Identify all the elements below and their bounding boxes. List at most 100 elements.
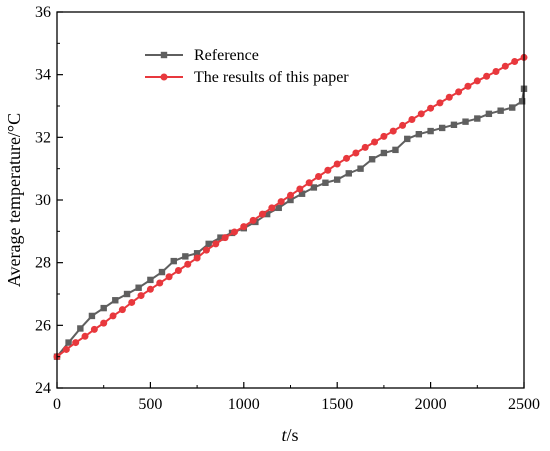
data-point: [109, 312, 117, 320]
x-tick-label: 500: [138, 396, 162, 413]
data-point: [118, 306, 126, 314]
y-tick-label: 24: [35, 380, 51, 397]
data-point: [333, 160, 341, 168]
data-point: [464, 82, 472, 90]
data-point: [296, 185, 304, 193]
x-tick-label: 0: [53, 396, 61, 413]
data-point: [72, 339, 80, 347]
data-point: [380, 132, 388, 140]
data-point: [202, 246, 210, 254]
data-point: [81, 332, 89, 340]
data-point: [156, 279, 164, 287]
data-point: [450, 121, 458, 128]
data-point: [497, 107, 504, 114]
data-point: [438, 124, 446, 132]
data-point: [485, 110, 493, 118]
data-point: [298, 190, 306, 197]
data-point: [436, 99, 444, 107]
data-point: [277, 198, 285, 206]
data-point: [88, 312, 96, 320]
data-point: [165, 273, 173, 281]
data-point: [240, 223, 248, 231]
series-this-paper: [53, 53, 528, 361]
data-point: [193, 254, 201, 262]
data-point: [322, 179, 329, 186]
data-point: [389, 127, 397, 135]
data-point: [518, 98, 526, 105]
y-tick-label: 36: [35, 4, 51, 21]
data-point: [230, 228, 238, 236]
y-tick-label: 28: [35, 255, 51, 272]
data-point: [310, 184, 318, 191]
data-point: [455, 88, 463, 96]
data-point: [128, 298, 136, 306]
data-point: [343, 154, 351, 162]
data-point: [287, 196, 294, 204]
data-point: [193, 250, 201, 257]
data-point: [205, 240, 212, 248]
data-point: [268, 204, 276, 212]
data-point: [135, 284, 142, 291]
data-point: [417, 110, 425, 118]
data-point: [158, 268, 166, 276]
data-point: [368, 156, 376, 163]
data-point: [361, 143, 369, 151]
legend-label: Reference: [194, 47, 259, 64]
data-point: [287, 191, 294, 199]
data-point: [408, 115, 416, 123]
data-point: [212, 240, 220, 248]
data-point: [324, 166, 332, 174]
data-point: [160, 73, 168, 81]
data-point: [305, 179, 313, 187]
data-point: [492, 68, 500, 76]
data-point: [112, 297, 119, 304]
series-reference: [53, 85, 528, 360]
data-point: [217, 234, 224, 241]
data-point: [380, 149, 388, 157]
y-tick-label: 32: [35, 129, 51, 146]
data-point: [170, 257, 177, 265]
data-point: [371, 138, 379, 146]
legend: Reference The results of this paper: [145, 47, 349, 86]
data-point: [352, 149, 360, 157]
data-point: [399, 121, 407, 129]
data-point: [123, 290, 131, 298]
data-point: [357, 165, 364, 172]
data-point: [65, 339, 72, 346]
data-point: [404, 135, 411, 143]
data-point: [137, 292, 145, 300]
data-point: [221, 234, 229, 242]
data-point: [249, 216, 257, 224]
data-point: [445, 93, 453, 101]
x-tick-label: 1000: [228, 396, 260, 413]
x-axis-title-variable: t: [281, 425, 287, 445]
data-point: [146, 285, 154, 293]
x-tick-label: 1500: [321, 396, 353, 413]
series-layer: [53, 53, 528, 361]
data-point: [462, 118, 469, 125]
y-tick-label: 30: [35, 192, 51, 209]
data-point: [334, 176, 341, 183]
x-axis-title-unit: /s: [287, 425, 299, 445]
data-point: [160, 51, 168, 59]
data-point: [147, 276, 154, 284]
data-point: [77, 325, 84, 332]
series-line: [56, 56, 525, 358]
data-point: [392, 146, 399, 154]
data-point: [100, 304, 107, 312]
x-axis-title: t/s: [281, 425, 298, 445]
data-point: [100, 319, 108, 327]
data-point: [62, 345, 70, 353]
data-point: [474, 115, 481, 122]
series-line: [56, 88, 525, 358]
y-axis-title: Average temperature/°C: [4, 113, 24, 287]
y-tick-label: 26: [35, 317, 51, 334]
x-tick-label: 2500: [508, 396, 540, 413]
data-point: [427, 104, 435, 112]
legend-label: The results of this paper: [194, 69, 349, 86]
data-point: [263, 210, 271, 218]
data-point: [345, 170, 352, 177]
data-point: [483, 72, 491, 80]
data-point: [90, 325, 98, 333]
